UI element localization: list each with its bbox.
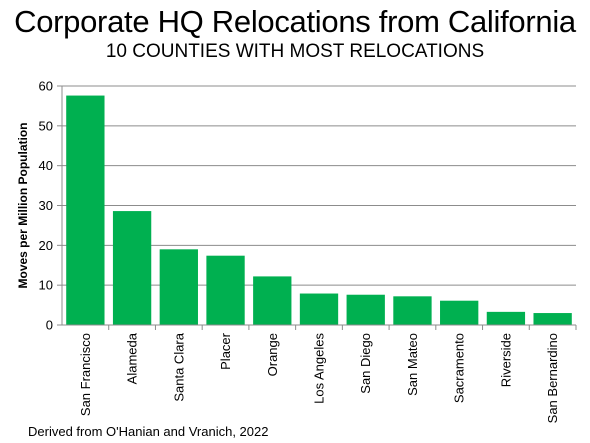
bar <box>440 300 479 325</box>
y-tick-label: 30 <box>39 198 53 213</box>
y-tick-label: 50 <box>39 118 53 133</box>
x-tick-label: San Francisco <box>78 333 93 416</box>
y-axis-label: Moves per Million Population <box>16 122 30 288</box>
bar <box>533 313 572 325</box>
bar <box>299 293 339 325</box>
axes: 0 10 20 30 40 50 60 San Francisco Alameda Santa C… <box>39 79 577 423</box>
bar <box>112 211 152 325</box>
y-tick-label: 20 <box>39 238 53 253</box>
y-tick-label: 0 <box>46 318 53 333</box>
bar <box>346 294 385 325</box>
x-tick-label: Riverside <box>498 333 513 387</box>
grid-lines <box>62 85 576 286</box>
bar <box>393 296 432 325</box>
x-tick-label: Santa Clara <box>171 332 186 401</box>
x-tick-label: San Diego <box>358 333 373 394</box>
y-tick-label: 40 <box>39 158 53 173</box>
bars <box>66 95 572 325</box>
bar <box>206 255 245 325</box>
bar <box>66 95 105 325</box>
x-tick-label: Sacramento <box>452 333 467 403</box>
bar <box>159 249 198 325</box>
chart-title: Corporate HQ Relocations from California <box>14 4 576 39</box>
chart-subtitle: 10 COUNTIES WITH MOST RELOCATIONS <box>105 41 485 62</box>
x-tick-label: Los Angeles <box>312 333 327 404</box>
x-tick-label: Alameda <box>125 332 140 384</box>
x-tick-label: San Mateo <box>405 333 420 396</box>
source-note: Derived from O'Hanian and Vranich, 2022 <box>28 424 269 439</box>
x-tick-label: San Bernardino <box>545 333 560 423</box>
bar <box>486 311 526 325</box>
bar <box>253 276 292 325</box>
x-tick-label: Orange <box>265 333 280 376</box>
y-tick-label: 60 <box>39 79 53 94</box>
y-tick-label: 10 <box>39 278 53 293</box>
x-tick-label: Placer <box>218 332 233 370</box>
